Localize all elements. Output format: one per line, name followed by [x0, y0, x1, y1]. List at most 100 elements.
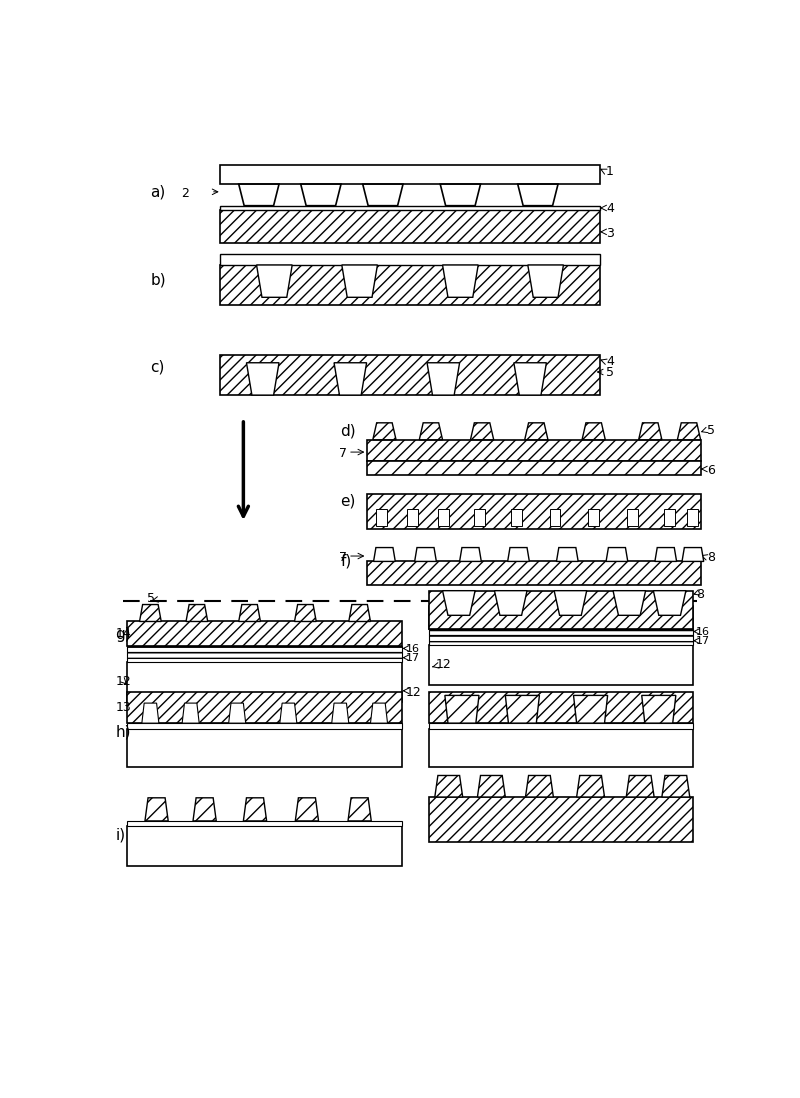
Bar — [550, 509, 560, 526]
Polygon shape — [682, 548, 704, 561]
Polygon shape — [554, 591, 586, 615]
Polygon shape — [459, 548, 482, 561]
Polygon shape — [427, 362, 459, 395]
Bar — [588, 509, 599, 526]
Polygon shape — [528, 265, 563, 298]
Polygon shape — [678, 423, 701, 440]
Polygon shape — [238, 184, 279, 205]
Polygon shape — [229, 703, 246, 724]
Bar — [220, 265, 600, 305]
Polygon shape — [577, 775, 605, 797]
Polygon shape — [243, 798, 266, 821]
Polygon shape — [662, 775, 690, 797]
Polygon shape — [280, 703, 297, 724]
Bar — [127, 693, 402, 724]
Bar — [367, 440, 701, 461]
Polygon shape — [574, 695, 608, 724]
Polygon shape — [374, 548, 395, 561]
Bar — [627, 509, 638, 526]
Bar — [367, 494, 701, 529]
Bar — [430, 797, 693, 842]
Text: e): e) — [340, 494, 356, 508]
Text: 13: 13 — [115, 702, 131, 714]
Text: 5: 5 — [606, 366, 614, 379]
Bar — [367, 561, 701, 584]
Polygon shape — [182, 703, 199, 724]
Bar — [430, 724, 693, 728]
Bar — [127, 661, 402, 702]
Text: 12: 12 — [406, 686, 421, 698]
Bar — [127, 724, 402, 728]
Bar — [127, 827, 402, 866]
Text: 4: 4 — [606, 202, 614, 215]
Text: i): i) — [115, 827, 126, 842]
Bar — [430, 693, 693, 724]
Polygon shape — [142, 703, 159, 724]
Polygon shape — [442, 591, 475, 615]
Polygon shape — [440, 184, 481, 205]
Bar — [220, 355, 600, 395]
Polygon shape — [414, 548, 436, 561]
Bar — [220, 165, 600, 184]
Bar — [474, 509, 485, 526]
Text: 16: 16 — [696, 627, 710, 637]
Polygon shape — [349, 605, 370, 621]
Polygon shape — [470, 423, 494, 440]
Polygon shape — [238, 605, 261, 621]
Text: h): h) — [115, 725, 131, 740]
Polygon shape — [518, 184, 558, 205]
Text: 2: 2 — [182, 187, 190, 200]
Bar — [127, 652, 402, 661]
Polygon shape — [606, 548, 628, 561]
Polygon shape — [506, 695, 539, 724]
Text: 17: 17 — [696, 637, 710, 647]
Bar — [220, 205, 600, 211]
Text: 1: 1 — [606, 165, 614, 178]
Bar — [430, 606, 693, 629]
Polygon shape — [186, 605, 208, 621]
Text: 8: 8 — [707, 551, 715, 564]
Text: g): g) — [115, 627, 131, 642]
Text: 7: 7 — [338, 551, 346, 564]
Bar — [510, 509, 522, 526]
Text: 3: 3 — [606, 227, 614, 239]
Polygon shape — [294, 605, 316, 621]
Polygon shape — [638, 423, 662, 440]
Bar — [438, 509, 449, 526]
Text: 7: 7 — [338, 447, 346, 460]
Polygon shape — [419, 423, 442, 440]
Text: a): a) — [150, 184, 166, 200]
Bar — [430, 636, 693, 645]
Bar — [127, 821, 402, 827]
Polygon shape — [145, 798, 168, 821]
Bar — [220, 211, 600, 243]
Polygon shape — [332, 703, 349, 724]
Bar — [687, 509, 698, 526]
Text: c): c) — [150, 359, 165, 374]
Polygon shape — [582, 423, 606, 440]
Polygon shape — [442, 265, 478, 298]
Polygon shape — [257, 265, 292, 298]
Polygon shape — [508, 548, 530, 561]
Polygon shape — [655, 548, 677, 561]
Text: d): d) — [340, 423, 356, 438]
Bar — [220, 255, 600, 265]
Bar — [664, 509, 675, 526]
Polygon shape — [557, 548, 578, 561]
Polygon shape — [613, 591, 646, 615]
Text: b): b) — [150, 273, 166, 288]
Text: 12: 12 — [115, 675, 131, 688]
Polygon shape — [642, 695, 676, 724]
Bar — [430, 591, 693, 629]
Polygon shape — [525, 423, 548, 440]
Polygon shape — [348, 798, 371, 821]
Bar — [430, 645, 693, 685]
Polygon shape — [370, 703, 387, 724]
Polygon shape — [494, 591, 527, 615]
Bar — [127, 728, 402, 768]
Text: 14: 14 — [115, 627, 131, 640]
Polygon shape — [342, 265, 378, 298]
Text: 4: 4 — [606, 355, 614, 368]
Polygon shape — [435, 775, 462, 797]
Bar — [376, 509, 386, 526]
